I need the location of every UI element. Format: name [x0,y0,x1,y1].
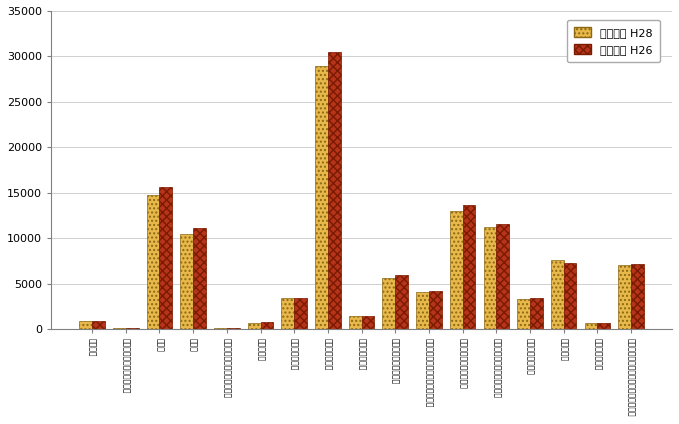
Bar [126,328,139,329]
Bar [328,52,341,329]
Bar [113,328,126,329]
Bar [449,211,462,329]
Bar [517,299,530,329]
Bar [315,66,328,329]
Bar [79,321,92,329]
Bar [362,316,374,329]
Bar [160,187,172,329]
Bar [147,195,160,329]
Bar [227,328,240,329]
Bar [429,291,442,329]
Bar [416,292,429,329]
Bar [92,321,105,329]
Bar [248,323,261,329]
Bar [193,229,206,329]
Bar [181,234,193,329]
Bar [214,328,227,329]
Bar [382,278,395,329]
Bar [598,323,610,329]
Bar [619,265,631,329]
Bar [483,228,496,329]
Bar [585,323,598,329]
Bar [496,224,509,329]
Bar [261,322,274,329]
Legend: 事業所数 H28, 事業所数 H26: 事業所数 H28, 事業所数 H26 [566,20,660,62]
Bar [395,275,408,329]
Bar [551,260,564,329]
Bar [349,316,362,329]
Bar [631,264,644,329]
Bar [281,298,294,329]
Bar [564,263,576,329]
Bar [294,298,307,329]
Bar [530,298,543,329]
Bar [462,205,475,329]
